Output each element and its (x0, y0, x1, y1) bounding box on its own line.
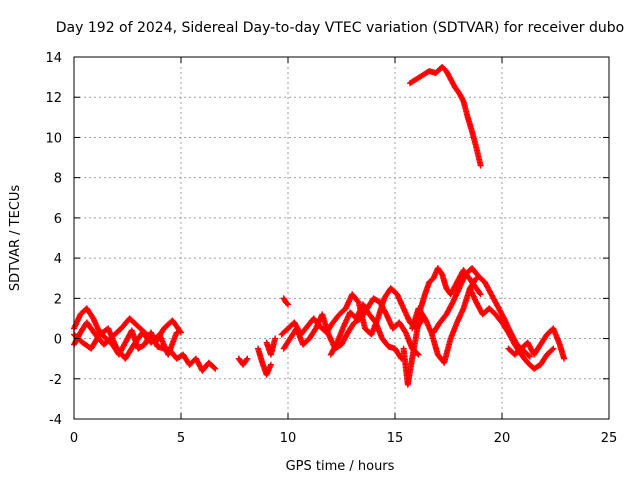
tick-labels: 0 5 10 15 20 25 -4 -2 0 2 4 6 8 10 12 14 (45, 51, 617, 446)
x-tick-label: 5 (177, 431, 185, 446)
data-point (561, 355, 568, 362)
series-arc-15 (505, 325, 568, 362)
data-point (550, 345, 557, 352)
data-point-interp (243, 356, 250, 363)
series-arc-2 (71, 315, 184, 348)
x-tick-label: 25 (601, 431, 618, 446)
data-point (285, 301, 291, 308)
y-tick-label: 12 (45, 91, 62, 106)
data-point (526, 353, 533, 360)
data-point-interp (211, 364, 218, 371)
data-point-interp (525, 352, 532, 359)
data-point (415, 351, 422, 358)
y-axis-label: SDTVAR / TECUs (8, 185, 23, 292)
axis-ticks (73, 56, 610, 420)
x-axis-label: GPS time / hours (286, 459, 395, 474)
y-tick-label: 2 (54, 292, 62, 307)
x-tick-label: 10 (280, 431, 297, 446)
data-points (71, 64, 568, 388)
x-tick-label: 15 (387, 431, 404, 446)
series-arc-4 (235, 355, 251, 368)
y-tick-label: -4 (49, 413, 62, 428)
x-tick-label: 20 (494, 431, 511, 446)
data-point-interp (177, 328, 184, 335)
y-tick-label: 10 (45, 131, 62, 146)
series-arc-7 (280, 295, 291, 308)
series-arc-11 (400, 265, 484, 388)
series-arc-9 (280, 295, 422, 358)
grid (74, 57, 609, 419)
data-point (267, 361, 274, 368)
y-tick-label: -2 (49, 373, 62, 388)
data-point-interp (549, 346, 556, 353)
data-point-interp (476, 290, 483, 297)
series-arc-6 (263, 335, 279, 358)
y-tick-label: 8 (54, 172, 62, 187)
series-arc-16 (406, 64, 484, 169)
data-point (477, 162, 484, 169)
data-point (212, 365, 219, 372)
y-tick-label: 4 (54, 252, 62, 267)
series-arc-1 (71, 305, 219, 374)
y-tick-label: 14 (45, 51, 62, 66)
x-tick-label: 0 (70, 431, 78, 446)
data-point (477, 291, 484, 298)
data-point (173, 329, 180, 336)
series-arc-14 (466, 285, 557, 372)
data-point (244, 355, 251, 362)
series-arc-10 (327, 301, 405, 362)
y-tick-label: 6 (54, 212, 62, 227)
y-tick-label: 0 (54, 333, 62, 348)
series-arc-3 (71, 325, 180, 362)
plot-frame (73, 56, 610, 420)
series-arc-5 (255, 345, 274, 378)
chart-title: Day 192 of 2024, Sidereal Day-to-day VTE… (56, 20, 624, 36)
data-point-interp (472, 276, 479, 283)
data-point-interp (283, 300, 290, 307)
data-point (272, 335, 279, 342)
